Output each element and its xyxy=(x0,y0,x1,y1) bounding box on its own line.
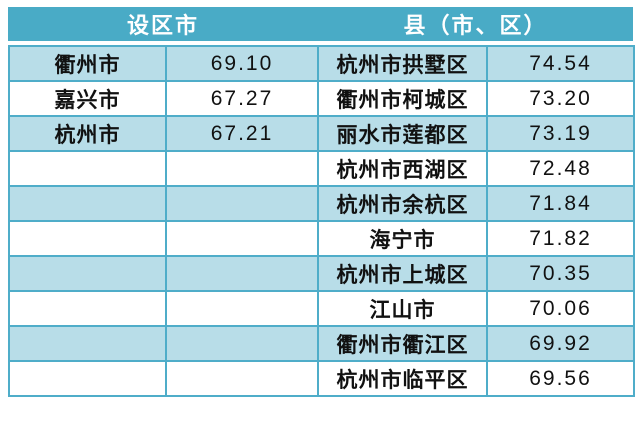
table-row: 衢州市衢江区 69.92 xyxy=(8,325,635,362)
county-name-cell: 杭州市拱墅区 xyxy=(317,45,488,82)
table-row: 杭州市上城区 70.35 xyxy=(8,255,635,292)
table-row: 杭州市临平区 69.56 xyxy=(8,360,635,397)
header-counties: 县（市、区） xyxy=(403,13,548,38)
table-row: 衢州市 69.10 杭州市拱墅区 74.54 xyxy=(8,45,635,82)
city-score-cell xyxy=(165,150,319,187)
county-name-cell: 衢州市柯城区 xyxy=(317,80,488,117)
table-body: 衢州市 69.10 杭州市拱墅区 74.54 嘉兴市 67.27 衢州市柯城区 … xyxy=(8,45,635,397)
city-name-cell xyxy=(8,325,167,362)
city-name-cell: 杭州市 xyxy=(8,115,167,152)
table-row: 海宁市 71.82 xyxy=(8,220,635,257)
county-score-cell: 71.84 xyxy=(486,185,635,222)
city-score-cell xyxy=(165,185,319,222)
table-row: 杭州市西湖区 72.48 xyxy=(8,150,635,187)
county-score-cell: 74.54 xyxy=(486,45,635,82)
city-score-cell xyxy=(165,360,319,397)
county-score-cell: 73.20 xyxy=(486,80,635,117)
county-name-cell: 衢州市衢江区 xyxy=(317,325,488,362)
county-name-cell: 海宁市 xyxy=(317,220,488,257)
city-name-cell: 嘉兴市 xyxy=(8,80,167,117)
county-score-cell: 72.48 xyxy=(486,150,635,187)
county-name-cell: 杭州市临平区 xyxy=(317,360,488,397)
table-row: 杭州市余杭区 71.84 xyxy=(8,185,635,222)
table-header-row: 设区市 县（市、区） xyxy=(8,7,633,41)
city-name-cell xyxy=(8,150,167,187)
county-score-cell: 71.82 xyxy=(486,220,635,257)
city-score-cell xyxy=(165,290,319,327)
county-name-cell: 杭州市上城区 xyxy=(317,255,488,292)
city-name-cell xyxy=(8,290,167,327)
city-score-cell: 67.27 xyxy=(165,80,319,117)
county-score-cell: 73.19 xyxy=(486,115,635,152)
county-score-cell: 70.35 xyxy=(486,255,635,292)
table-row: 杭州市 67.21 丽水市莲都区 73.19 xyxy=(8,115,635,152)
city-score-cell xyxy=(165,325,319,362)
city-name-cell xyxy=(8,185,167,222)
ranking-table: 设区市 县（市、区） 衢州市 69.10 杭州市拱墅区 74.54 嘉兴市 6 xyxy=(8,7,635,397)
header-districted-cities: 设区市 xyxy=(126,13,199,38)
county-name-cell: 丽水市莲都区 xyxy=(317,115,488,152)
city-score-cell xyxy=(165,220,319,257)
county-name-cell: 杭州市西湖区 xyxy=(317,150,488,187)
county-name-cell: 杭州市余杭区 xyxy=(317,185,488,222)
city-name-cell xyxy=(8,360,167,397)
city-score-cell: 67.21 xyxy=(165,115,319,152)
county-score-cell: 70.06 xyxy=(486,290,635,327)
city-name-cell xyxy=(8,220,167,257)
county-score-cell: 69.92 xyxy=(486,325,635,362)
table-row: 嘉兴市 67.27 衢州市柯城区 73.20 xyxy=(8,80,635,117)
county-name-cell: 江山市 xyxy=(317,290,488,327)
city-score-cell xyxy=(165,255,319,292)
city-score-cell: 69.10 xyxy=(165,45,319,82)
county-score-cell: 69.56 xyxy=(486,360,635,397)
city-name-cell: 衢州市 xyxy=(8,45,167,82)
city-name-cell xyxy=(8,255,167,292)
table-row: 江山市 70.06 xyxy=(8,290,635,327)
